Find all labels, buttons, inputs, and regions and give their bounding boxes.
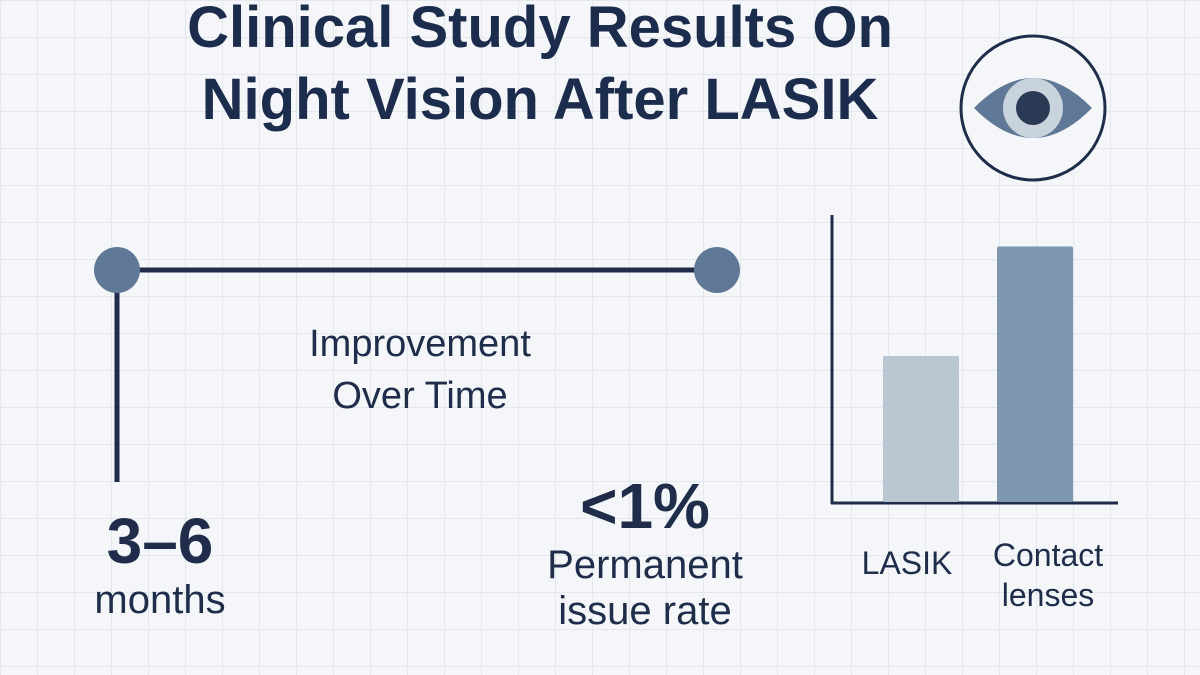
stat-permanent-rate: <1% Permanent issue rate [500,470,790,634]
eye-icon-pupil [1016,91,1050,125]
x-tick-label-1-1: Contact [993,537,1103,573]
page-title: Clinical Study Results On Night Vision A… [60,0,1020,136]
stat-permanent-rate-value: <1% [580,470,710,542]
timeline-start-dot [94,247,140,293]
stat-duration-value: 3–6 [106,505,214,577]
eye-icon [959,34,1107,182]
stat-duration-label: months [94,578,226,622]
stat-duration: 3–6 months [40,505,280,623]
stat-permanent-rate-label-line-2: issue rate [558,589,732,633]
timeline-label-line-1: Improvement [309,323,531,365]
stat-permanent-rate-label-line-1: Permanent [547,543,743,587]
bar-1 [997,246,1073,502]
x-tick-label-0-1: LASIK [862,545,953,581]
bar-chart: LASIK Contact lenses [830,215,1118,613]
timeline-label-line-2: Over Time [332,375,508,417]
timeline-end-dot [694,247,740,293]
timeline-label: Improvement Over Time [240,318,600,422]
title-line-2: Night Vision After LASIK [201,67,879,132]
title-line-1: Clinical Study Results On [187,0,893,60]
x-tick-label-1-2: lenses [1002,577,1095,613]
bar-0 [883,356,959,502]
timeline-graphic [94,247,740,482]
